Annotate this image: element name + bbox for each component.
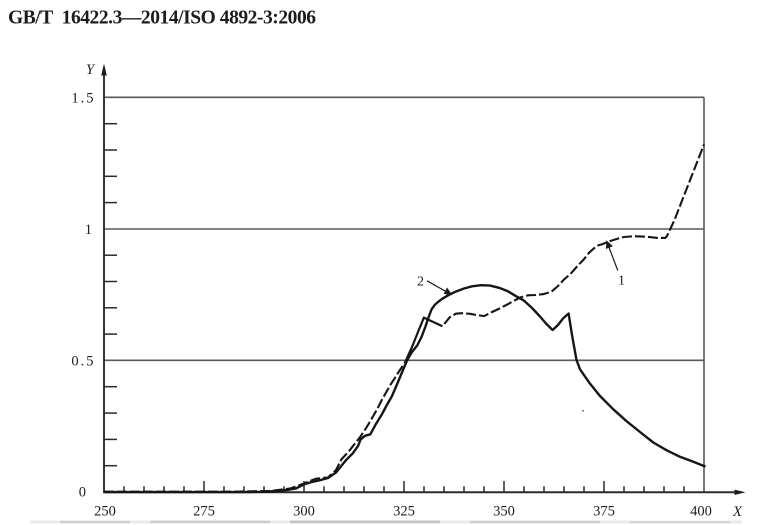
- svg-text:1: 1: [618, 273, 625, 288]
- svg-text:1.5: 1.5: [71, 90, 95, 106]
- svg-text:375: 375: [593, 503, 615, 519]
- svg-text:X: X: [732, 504, 743, 520]
- svg-text:325: 325: [393, 503, 415, 519]
- svg-text:Y: Y: [86, 62, 96, 78]
- svg-text:0.5: 0.5: [71, 353, 95, 369]
- svg-text:400: 400: [690, 503, 712, 519]
- svg-text:300: 300: [293, 503, 315, 519]
- svg-text:275: 275: [193, 503, 215, 519]
- svg-text:250: 250: [94, 503, 116, 519]
- svg-text:1: 1: [85, 222, 92, 238]
- svg-text:350: 350: [493, 503, 515, 519]
- svg-text:0: 0: [79, 484, 86, 500]
- svg-text:GB/T 16422.3—2014/ISO 4892-3:: GB/T 16422.3—2014/ISO 4892-3:2006: [8, 8, 316, 29]
- svg-text:2: 2: [417, 275, 424, 290]
